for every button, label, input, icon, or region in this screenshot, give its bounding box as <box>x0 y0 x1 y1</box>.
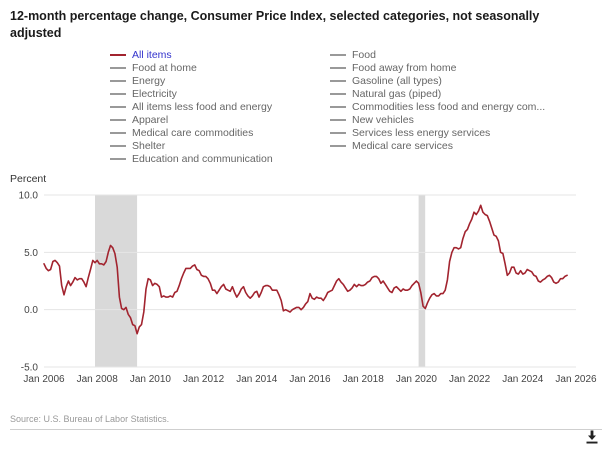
legend-item-electricity[interactable]: Electricity <box>110 87 330 100</box>
legend-item-new-vehicles[interactable]: New vehicles <box>330 113 545 126</box>
series-swatch <box>110 158 126 161</box>
x-tick-label: Jan 2024 <box>502 374 544 385</box>
legend-label: All items less food and energy <box>132 100 273 113</box>
series-swatch <box>330 119 346 122</box>
x-tick-label: Jan 2012 <box>183 374 225 385</box>
footer-divider <box>10 428 602 430</box>
y-tick-label: -5.0 <box>21 362 39 373</box>
legend-column-1: All items Food at home Energy Electricity Al… <box>110 48 330 165</box>
y-tick-label: 5.0 <box>24 248 38 259</box>
legend-label: Medical care commodities <box>132 126 254 139</box>
legend-label: Commodities less food and energy com... <box>352 100 546 113</box>
series-swatch <box>330 54 346 57</box>
legend-label: Food away from home <box>352 61 457 74</box>
series-swatch <box>330 132 346 135</box>
legend-label: Food at home <box>132 61 197 74</box>
recession-band <box>95 194 138 367</box>
page-title: 12-month percentage change, Consumer Pri… <box>10 9 540 40</box>
legend: All items Food at home Energy Electricity Al… <box>110 48 602 165</box>
legend-column-2: Food Food away from home Gasoline (all typ… <box>330 48 546 165</box>
source-note: Source: U.S. Bureau of Labor Statistics. <box>10 413 170 424</box>
download-icon <box>586 430 598 444</box>
series-swatch <box>330 67 346 70</box>
series-swatch <box>110 145 126 148</box>
all-items-series-line <box>43 204 568 335</box>
x-tick-label: Jan 2020 <box>396 374 438 385</box>
legend-label: Gasoline (all types) <box>352 74 442 87</box>
legend-label: Medical care services <box>352 139 453 152</box>
x-tick-label: Jan 2008 <box>77 374 119 385</box>
legend-label: Education and communication <box>132 152 273 165</box>
legend-label: Energy <box>132 74 166 87</box>
legend-item-gasoline-all-types[interactable]: Gasoline (all types) <box>330 74 545 87</box>
legend-item-services-less-energy-services[interactable]: Services less energy services <box>330 126 545 139</box>
series-swatch <box>110 119 126 122</box>
legend-label: All items <box>132 48 172 61</box>
series-swatch <box>110 67 126 70</box>
series-swatch <box>110 93 126 96</box>
x-tick-label: Jan 2014 <box>236 374 278 385</box>
series-swatch <box>330 145 346 148</box>
legend-item-medical-care-services[interactable]: Medical care services <box>330 139 545 152</box>
y-tick-label: 0.0 <box>24 305 38 316</box>
legend-item-all-items[interactable]: All items <box>110 48 330 61</box>
recession-band <box>418 194 426 367</box>
series-swatch <box>110 54 126 57</box>
x-tick-label: Jan 2016 <box>289 374 331 385</box>
legend-label: Natural gas (piped) <box>352 87 442 100</box>
download-button[interactable] <box>584 429 600 450</box>
x-tick-label: Jan 2006 <box>23 374 65 385</box>
legend-label: New vehicles <box>352 113 414 126</box>
legend-label: Food <box>352 48 376 61</box>
legend-item-education-and-communication[interactable]: Education and communication <box>110 152 330 165</box>
legend-item-commodities-less-food-and-energy-com[interactable]: Commodities less food and energy com... <box>330 100 546 113</box>
legend-item-medical-care-commodities[interactable]: Medical care commodities <box>110 126 330 139</box>
series-swatch <box>110 106 126 109</box>
legend-item-apparel[interactable]: Apparel <box>110 113 330 126</box>
legend-label: Services less energy services <box>352 126 491 139</box>
legend-label: Shelter <box>132 139 166 152</box>
legend-item-food[interactable]: Food <box>330 48 545 61</box>
legend-label: Apparel <box>132 113 169 126</box>
legend-item-natural-gas-piped[interactable]: Natural gas (piped) <box>330 87 545 100</box>
series-swatch <box>330 93 346 96</box>
series-swatch <box>330 106 346 109</box>
legend-item-shelter[interactable]: Shelter <box>110 139 330 152</box>
series-swatch <box>110 132 126 135</box>
legend-label: Electricity <box>132 87 177 100</box>
series-swatch <box>330 80 346 83</box>
x-tick-label: Jan 2018 <box>343 374 385 385</box>
legend-item-food-away-from-home[interactable]: Food away from home <box>330 61 545 74</box>
legend-item-food-at-home[interactable]: Food at home <box>110 61 330 74</box>
x-tick-label: Jan 2026 <box>555 374 597 385</box>
x-tick-label: Jan 2010 <box>130 374 172 385</box>
x-tick-label: Jan 2022 <box>449 374 491 385</box>
y-axis-title: Percent <box>10 172 47 185</box>
series-swatch <box>110 80 126 83</box>
y-tick-label: 10.0 <box>19 190 39 201</box>
legend-item-all-items-less-food-and-energy[interactable]: All items less food and energy <box>110 100 330 113</box>
legend-item-energy[interactable]: Energy <box>110 74 330 87</box>
